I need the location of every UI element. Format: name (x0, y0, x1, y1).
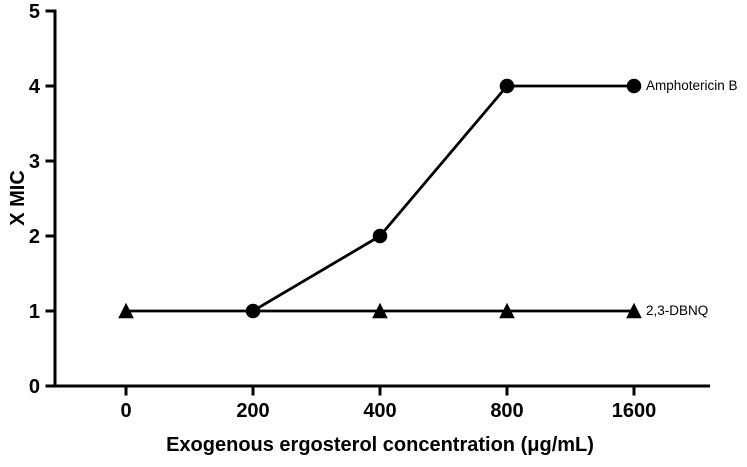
x-axis-title: Exogenous ergosterol concentration (μg/m… (166, 434, 594, 456)
series-line-amphotericin-b (252, 84, 634, 313)
y-tick-label: 5 (29, 1, 40, 23)
marker-triangle (499, 302, 515, 319)
y-tick-label: 0 (29, 376, 40, 398)
y-tick-label: 3 (29, 151, 40, 173)
x-tick-label: 400 (363, 400, 396, 422)
y-tick-label: 1 (29, 301, 40, 323)
x-tick-label: 200 (236, 400, 269, 422)
x-tick-label: 800 (490, 400, 523, 422)
y-tick-label: 2 (29, 226, 40, 248)
marker-circle (245, 303, 261, 319)
x-tick-label: 1600 (612, 400, 657, 422)
marker-triangle (372, 302, 388, 319)
y-tick-label: 4 (29, 76, 41, 98)
series-label-2-3-dbnq: 2,3-DBNQ (646, 303, 709, 318)
marker-circle (372, 228, 388, 244)
series-label-amphotericin-b: Amphotericin B (646, 78, 738, 93)
marker-triangle (626, 302, 642, 319)
x-tick-label: 0 (120, 400, 131, 422)
marker-circle (499, 78, 515, 94)
marker-circle (626, 78, 642, 94)
marker-triangle (118, 302, 134, 319)
y-axis-title: X MIC (7, 170, 29, 226)
